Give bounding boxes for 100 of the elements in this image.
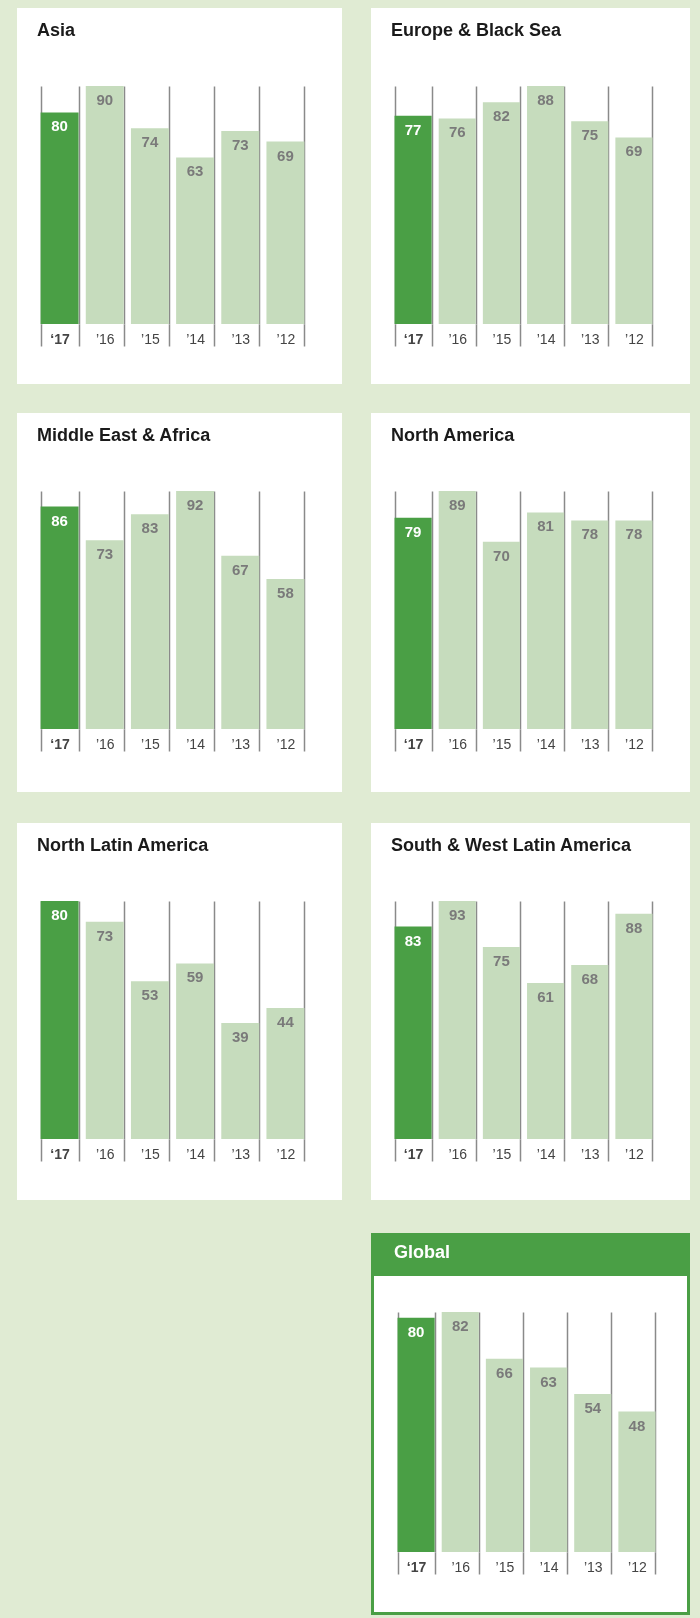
x-tick-label: ’16 [451, 1558, 471, 1575]
data-label: 75 [493, 952, 510, 970]
bar [85, 921, 124, 1139]
bar [615, 137, 653, 324]
x-tick-label: ’14 [186, 1145, 206, 1162]
x-tick-label: ’16 [95, 330, 115, 347]
bar [571, 964, 609, 1139]
data-label: 61 [537, 987, 554, 1005]
data-label: 88 [625, 918, 643, 936]
x-tick-label: ’12 [625, 1145, 644, 1162]
data-label: 82 [451, 1317, 469, 1334]
bar [394, 517, 432, 729]
data-label: 39 [231, 1027, 249, 1045]
data-label: 89 [448, 496, 466, 513]
bar [85, 540, 124, 729]
data-label: 54 [584, 1398, 602, 1416]
x-tick-label: ’12 [276, 735, 296, 752]
data-label: 44 [277, 1013, 295, 1031]
data-label: 63 [540, 1372, 557, 1390]
data-label: 58 [277, 583, 294, 601]
x-tick-label: ’14 [186, 330, 206, 347]
bar [574, 1393, 612, 1552]
x-tick-label: ’15 [141, 330, 160, 347]
x-tick-label: ’15 [492, 735, 512, 752]
x-tick-label: ’16 [448, 1145, 468, 1162]
data-label: 53 [141, 986, 159, 1004]
x-tick-label: ’15 [495, 1558, 515, 1575]
data-label: 73 [231, 135, 249, 153]
bar [397, 1317, 435, 1552]
data-label: 90 [96, 91, 114, 108]
data-label: 69 [625, 142, 643, 160]
x-tick-label: ’12 [628, 1558, 647, 1575]
x-tick-label: ’14 [536, 330, 556, 347]
data-label: 77 [404, 120, 422, 138]
bar [266, 1008, 305, 1139]
bar [221, 1022, 260, 1139]
x-tick-label: ’13 [231, 330, 251, 347]
bar [482, 541, 520, 729]
data-label: 59 [186, 968, 204, 986]
bar [438, 118, 476, 324]
x-tick-label: ’12 [625, 735, 644, 752]
x-tick-label: ’13 [231, 1145, 251, 1162]
x-tick-label: ’16 [448, 330, 468, 347]
data-label: 76 [448, 123, 466, 141]
chart-title: South & West Latin America [391, 835, 633, 855]
chart-title: North America [391, 425, 516, 445]
x-tick-label: ‘17 [50, 735, 71, 752]
x-tick-label: ’14 [186, 735, 206, 752]
bar [130, 514, 169, 729]
x-tick-label: ’15 [492, 1145, 512, 1162]
x-tick-label: ’13 [580, 330, 600, 347]
data-label: 69 [277, 146, 294, 164]
bar [482, 102, 520, 324]
chart-title: Middle East & Africa [37, 425, 212, 445]
data-label: 80 [51, 117, 68, 135]
bar [176, 963, 215, 1139]
x-tick-label: ‘17 [403, 330, 424, 347]
x-tick-label: ‘17 [50, 1145, 71, 1162]
x-tick-label: ’12 [276, 330, 296, 347]
x-tick-label: ’12 [276, 1145, 296, 1162]
bar [615, 520, 653, 729]
x-tick-label: ‘17 [403, 1145, 424, 1162]
bar [527, 982, 565, 1139]
x-tick-label: ’15 [141, 1145, 160, 1162]
bar [40, 112, 79, 324]
x-tick-label: ‘17 [403, 735, 424, 752]
data-label: 86 [51, 511, 68, 529]
bar [176, 157, 215, 324]
bar [571, 121, 609, 324]
data-label: 73 [96, 926, 114, 944]
data-label: 66 [496, 1363, 513, 1381]
bar [485, 1358, 523, 1552]
data-label: 75 [581, 126, 599, 144]
x-tick-label: ’12 [625, 330, 644, 347]
bar [571, 520, 609, 729]
data-label: 79 [404, 522, 422, 540]
chart-title: Asia [37, 20, 77, 40]
data-label: 68 [581, 969, 599, 987]
bar [482, 947, 520, 1139]
x-tick-label: ‘17 [406, 1558, 427, 1575]
x-tick-label: ’13 [580, 735, 600, 752]
data-label: 73 [96, 545, 114, 563]
data-label: 82 [493, 107, 510, 125]
bar [40, 506, 79, 729]
data-label: 67 [231, 560, 249, 578]
data-label: 48 [628, 1416, 646, 1434]
chart-title: Global [394, 1242, 451, 1262]
bar [130, 128, 169, 324]
chart-title: North Latin America [37, 835, 210, 855]
x-tick-label: ’16 [448, 735, 468, 752]
data-label: 88 [537, 91, 554, 108]
data-label: 63 [186, 162, 204, 180]
x-tick-label: ’16 [95, 735, 115, 752]
bar [394, 115, 432, 324]
x-tick-label: ’14 [536, 1145, 556, 1162]
bar [130, 981, 169, 1139]
data-label: 78 [625, 525, 643, 543]
bar [221, 555, 260, 729]
bar [618, 1411, 656, 1552]
data-label: 80 [51, 906, 68, 923]
